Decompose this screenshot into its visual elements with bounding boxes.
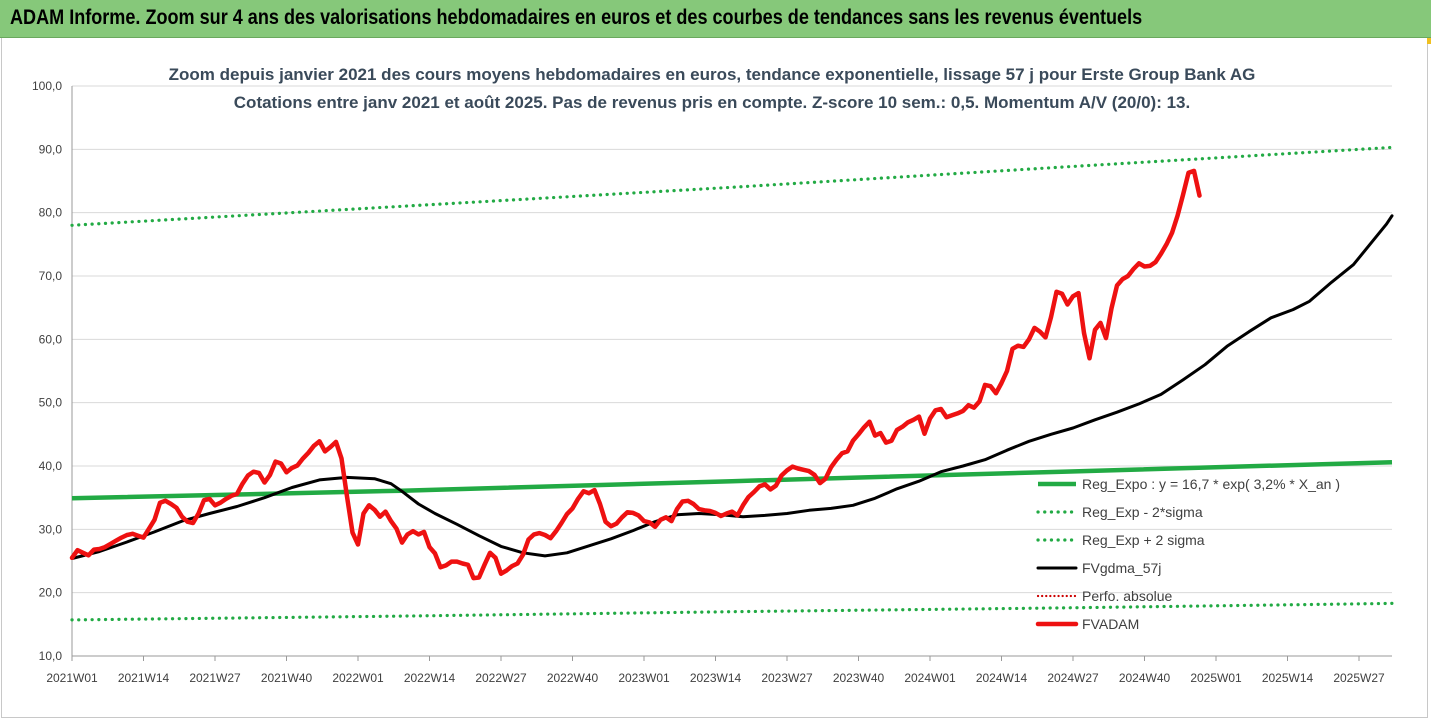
x-tick-label: 2024W01 <box>904 671 956 685</box>
x-tick-label: 2022W01 <box>332 671 384 685</box>
y-tick-label: 70,0 <box>39 269 63 283</box>
series-line-0 <box>71 459 1393 501</box>
x-tick-label: 2021W40 <box>261 671 313 685</box>
report-title: ADAM Informe. Zoom sur 4 ans des valoris… <box>10 6 1143 29</box>
x-tick-label: 2024W14 <box>976 671 1028 685</box>
chart-title: Zoom depuis janvier 2021 des cours moyen… <box>169 65 1256 84</box>
header-banner: ADAM Informe. Zoom sur 4 ans des valoris… <box>0 0 1431 38</box>
plot-series <box>69 145 1394 622</box>
chart-resize-handle[interactable] <box>1427 38 1431 44</box>
x-tick-label: 2023W01 <box>618 671 670 685</box>
x-tick-label: 2021W27 <box>189 671 241 685</box>
x-tick-label: 2023W14 <box>690 671 742 685</box>
series-line-3 <box>70 214 1394 560</box>
x-tick-label: 2024W27 <box>1047 671 1099 685</box>
y-tick-label: 50,0 <box>39 396 63 410</box>
y-tick-label: 80,0 <box>39 206 63 220</box>
legend: Reg_Expo : y = 16,7 * exp( 3,2% * X_an )… <box>1035 476 1340 632</box>
legend-label-2: Reg_Exp + 2 sigma <box>1082 532 1205 548</box>
y-tick-label: 30,0 <box>39 522 63 536</box>
series-line-2 <box>70 145 1394 227</box>
y-axis: 10,0 20,0 30,0 40,0 50,0 60,0 70,0 80,0 90,0 100,… <box>32 79 62 663</box>
chart-subtitle: Cotations entre janv 2021 et août 2025. … <box>234 93 1190 112</box>
x-tick-label: 2022W14 <box>404 671 456 685</box>
x-tick-label: 2023W40 <box>833 671 885 685</box>
x-tick-label: 2023W27 <box>761 671 813 685</box>
y-tick-label: 20,0 <box>39 586 63 600</box>
legend-label-0: Reg_Expo : y = 16,7 * exp( 3,2% * X_an ) <box>1082 476 1340 492</box>
legend-label-1: Reg_Exp - 2*sigma <box>1082 504 1203 520</box>
series-line-1 <box>70 601 1394 622</box>
x-tick-label: 2025W27 <box>1333 671 1385 685</box>
x-tick-label: 2025W01 <box>1190 671 1242 685</box>
x-tick-label: 2024W40 <box>1119 671 1171 685</box>
x-tick-label: 2025W14 <box>1262 671 1314 685</box>
x-axis: 2021W01 2021W14 2021W27 2021W40 2022W01 2022W… <box>46 656 1385 685</box>
series-line-5 <box>69 168 1202 581</box>
y-tick-label: 90,0 <box>39 142 63 156</box>
x-tick-label: 2021W14 <box>118 671 170 685</box>
x-tick-label: 2021W01 <box>46 671 98 685</box>
legend-label-4: Perfo. absolue <box>1082 588 1172 604</box>
y-tick-label: 60,0 <box>39 332 63 346</box>
x-tick-label: 2022W40 <box>547 671 599 685</box>
y-tick-label: 100,0 <box>32 79 62 93</box>
legend-label-3: FVgdma_57j <box>1082 560 1161 576</box>
y-tick-label: 10,0 <box>39 649 63 663</box>
x-tick-label: 2022W27 <box>475 671 527 685</box>
chart-area <box>1 38 1428 718</box>
y-tick-label: 40,0 <box>39 459 63 473</box>
legend-label-5: FVADAM <box>1082 616 1139 632</box>
